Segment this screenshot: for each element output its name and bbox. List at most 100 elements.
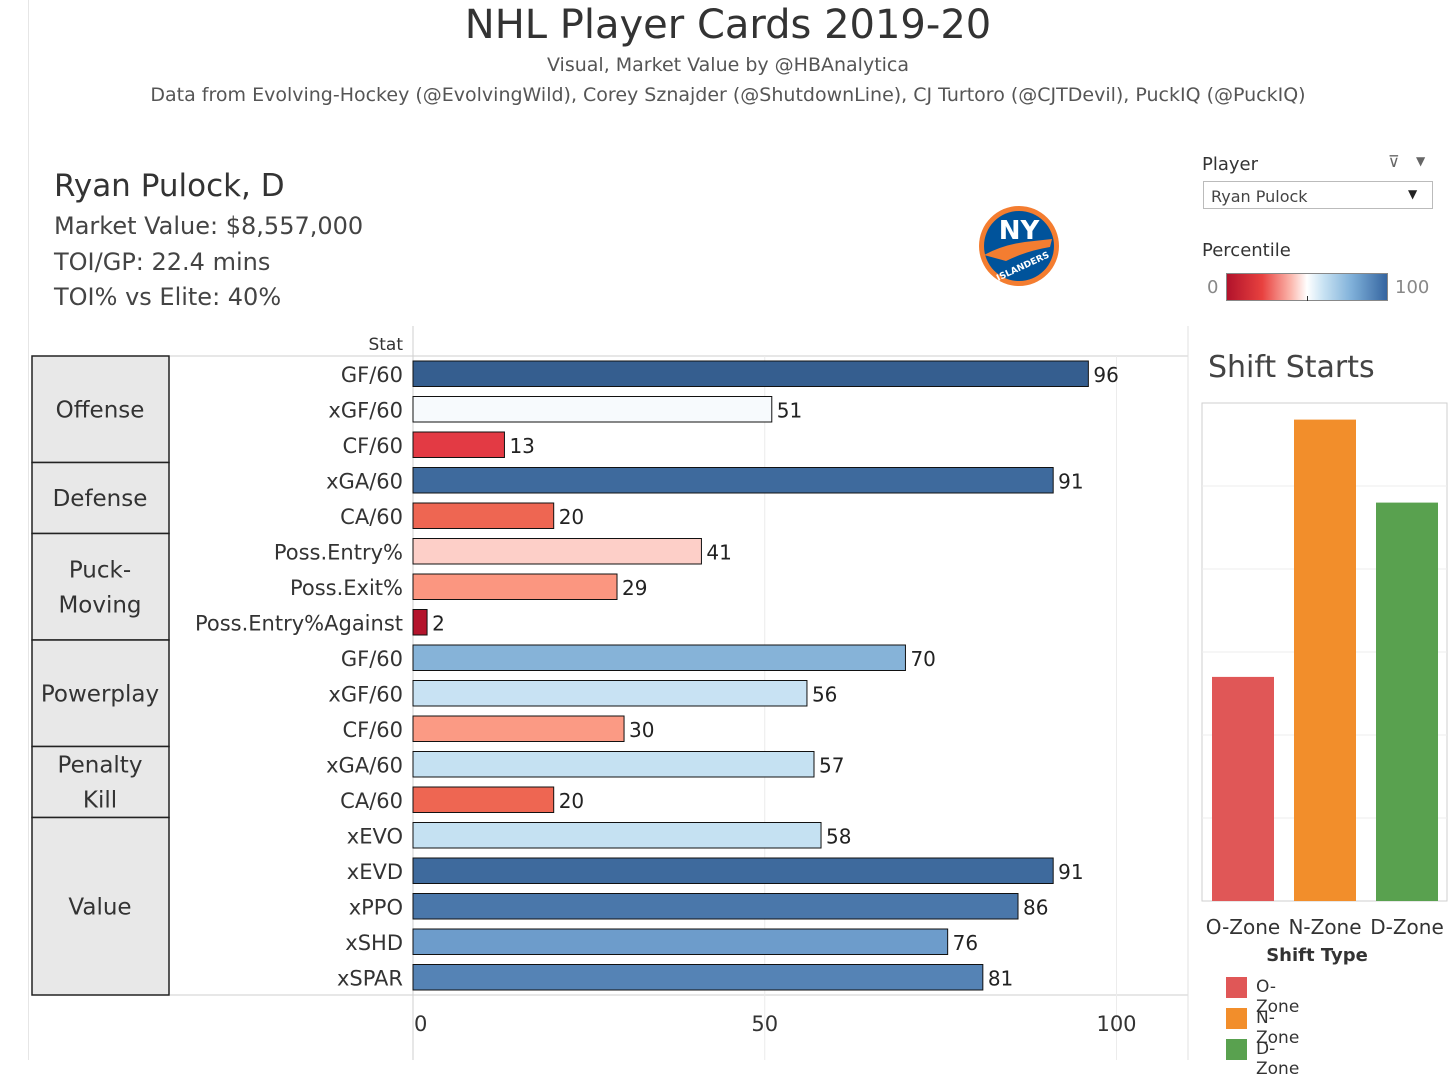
stat-value-label: 20 <box>559 789 584 813</box>
stat-label: xGA/60 <box>326 469 403 493</box>
page-subtitle: Visual, Market Value by @HBAnalytica <box>546 54 910 76</box>
stat-bar <box>412 467 1054 494</box>
stat-label: Poss.Exit% <box>290 576 403 600</box>
stat-value-label: 76 <box>953 931 978 955</box>
shift-bar <box>1294 419 1356 901</box>
stat-bar <box>412 857 1054 884</box>
stat-value-label: 57 <box>819 753 844 777</box>
shift-starts-chart: O-Zone N-Zone D-Zone <box>1201 402 1448 939</box>
stat-column-header: Stat <box>368 335 403 355</box>
stat-bar <box>412 928 949 955</box>
percentile-min: 0 <box>1207 277 1219 298</box>
group-box <box>31 532 170 641</box>
percentile-midpoint-tick <box>1307 296 1308 301</box>
stat-value-label: 29 <box>622 576 647 600</box>
stat-bar <box>412 786 555 813</box>
filter-menu-icon[interactable]: ▼ <box>1416 154 1426 168</box>
clear-filter-icon[interactable]: ⊽ <box>1388 152 1400 171</box>
legend-swatch <box>1226 1039 1247 1060</box>
stat-value-label: 86 <box>1023 895 1048 919</box>
player-name: Ryan Pulock, D <box>54 168 285 204</box>
stat-label: xSPAR <box>337 966 403 990</box>
player-filter-label: Player <box>1202 154 1259 175</box>
player-select[interactable]: Ryan Pulock <box>1203 181 1433 209</box>
stat-value-label: 30 <box>629 718 654 742</box>
dashboard-border <box>28 0 29 1060</box>
stat-bar <box>412 751 815 778</box>
stat-bar <box>412 715 625 742</box>
stat-value-label: 70 <box>910 647 935 671</box>
stat-label: xPPO <box>349 895 403 919</box>
shift-category-label: D-Zone <box>1370 915 1444 939</box>
stat-bar <box>412 644 906 671</box>
stat-value-label: 51 <box>777 398 802 422</box>
stat-bar <box>412 431 505 458</box>
x-tick-label: 50 <box>751 1012 778 1036</box>
legend-swatch <box>1226 1008 1247 1029</box>
stat-value-label: 2 <box>432 611 445 635</box>
stat-label: Poss.Entry% <box>274 540 403 564</box>
stat-value-label: 91 <box>1058 469 1083 493</box>
x-tick-label: 0 <box>414 1012 427 1036</box>
logo-letters: NY <box>999 216 1041 246</box>
stat-percentile-chart: Stat Offense Defense Puck- Moving Powerplay P… <box>31 326 1189 1060</box>
stat-label: xGF/60 <box>328 398 403 422</box>
market-value: Market Value: $8,557,000 <box>54 212 364 240</box>
stat-label: xSHD <box>345 931 403 955</box>
group-label: Defense <box>53 486 148 512</box>
stat-label: CA/60 <box>340 789 403 813</box>
stat-value-label: 13 <box>509 434 534 458</box>
group-label: Powerplay <box>41 681 159 707</box>
percentile-max: 100 <box>1395 277 1430 298</box>
legend-label: D-Zone <box>1256 1039 1300 1079</box>
stat-value-label: 91 <box>1058 860 1083 884</box>
group-label: Value <box>68 894 131 920</box>
stat-bar <box>412 822 822 849</box>
group-box <box>31 816 170 996</box>
percentile-legend-title: Percentile <box>1202 240 1291 261</box>
stat-label: xEVD <box>347 860 403 884</box>
chevron-down-icon[interactable]: ▼ <box>1408 187 1418 201</box>
data-credits: Data from Evolving-Hockey (@EvolvingWild… <box>150 84 1306 106</box>
stat-label: CF/60 <box>342 718 403 742</box>
stat-label: GF/60 <box>341 363 403 387</box>
shift-bar <box>1212 676 1274 901</box>
stat-label: xEVO <box>347 824 403 848</box>
stat-value-label: 20 <box>559 505 584 529</box>
group-label: Puck- <box>69 557 131 583</box>
legend-swatch <box>1226 977 1247 998</box>
new-york-islanders-logo: NY ISLANDERS <box>979 206 1059 286</box>
group-box <box>31 355 170 464</box>
group-label: Kill <box>83 788 117 814</box>
group-box <box>31 639 170 748</box>
stat-label: xGF/60 <box>328 682 403 706</box>
page-title: NHL Player Cards 2019-20 <box>464 2 992 48</box>
toi-vs-elite: TOI% vs Elite: 40% <box>54 283 282 311</box>
shift-starts-title: Shift Starts <box>1208 350 1375 385</box>
toi-per-game: TOI/GP: 22.4 mins <box>54 248 271 276</box>
legend-label: N-Zone <box>1256 1008 1300 1048</box>
group-label: Offense <box>56 397 145 423</box>
stat-label: Poss.Entry%Against <box>195 611 403 635</box>
stat-label: xGA/60 <box>326 753 403 777</box>
stat-bar <box>412 609 428 636</box>
shift-category-label: N-Zone <box>1288 915 1361 939</box>
stat-bar <box>412 893 1019 920</box>
stat-bar <box>412 964 984 991</box>
group-box <box>31 745 170 819</box>
stat-value-label: 56 <box>812 682 837 706</box>
x-tick-label: 100 <box>1096 1012 1136 1036</box>
legend-title: Shift Type <box>1266 945 1368 966</box>
stat-bar <box>412 502 555 529</box>
stat-label: CF/60 <box>342 434 403 458</box>
group-label: Penalty <box>58 753 143 779</box>
stat-value-label: 96 <box>1093 363 1118 387</box>
shift-bar <box>1376 502 1438 901</box>
player-select-value: Ryan Pulock <box>1211 187 1308 206</box>
stat-label: CA/60 <box>340 505 403 529</box>
group-box <box>31 461 170 535</box>
stat-bar <box>412 360 1089 387</box>
stat-value-label: 58 <box>826 824 851 848</box>
group-label: Moving <box>58 592 141 618</box>
stat-value-label: 41 <box>706 540 731 564</box>
